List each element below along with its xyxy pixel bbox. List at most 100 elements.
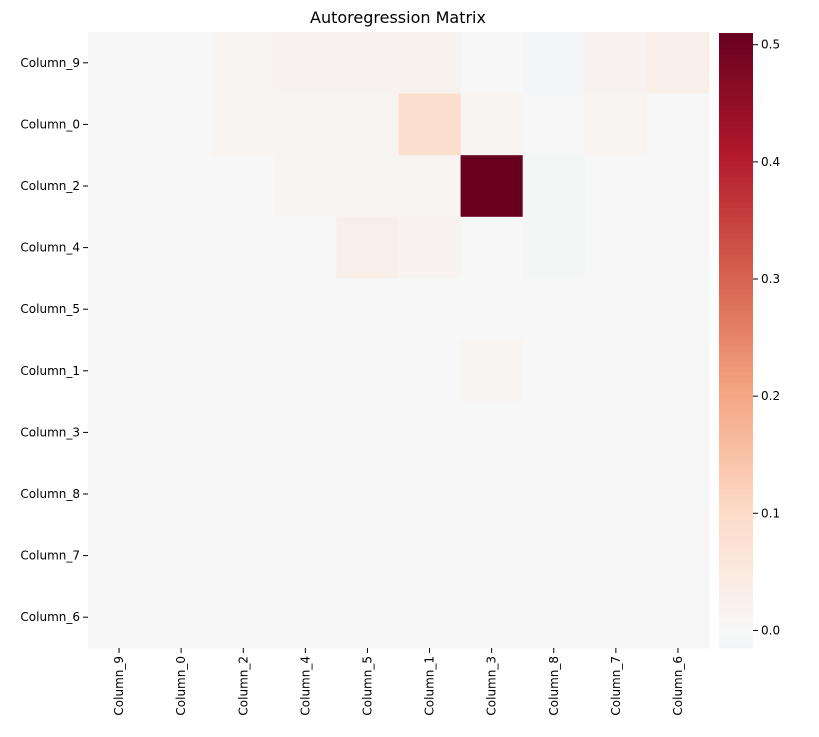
heatmap-cell [274, 586, 337, 649]
heatmap-cell [150, 32, 213, 95]
colorbar-segment [719, 94, 753, 101]
colorbar-segment [719, 99, 753, 106]
colorbar-segment [719, 191, 753, 198]
colorbar-segment [719, 355, 753, 362]
x-tick-label: Column_3 [485, 656, 499, 716]
colorbar-segment [719, 120, 753, 126]
heatmap-cell [274, 401, 337, 464]
colorbar-segment [719, 166, 753, 172]
heatmap-cell [522, 216, 586, 279]
colorbar-tick-label: 0.2 [761, 389, 780, 403]
heatmap-cell [212, 401, 275, 464]
heatmap-cell [336, 278, 400, 341]
colorbar-segment [719, 104, 753, 111]
heatmap-cell [522, 93, 586, 156]
colorbar-segment [719, 417, 753, 424]
heatmap-cell [150, 278, 213, 341]
heatmap-cell [398, 216, 462, 279]
heatmap-cell [88, 93, 151, 156]
colorbar-segment [719, 509, 753, 516]
heatmap-cell [150, 216, 213, 279]
colorbar-segment [719, 576, 753, 582]
colorbar-segment [719, 38, 753, 44]
heatmap-cell [274, 340, 337, 403]
colorbar-segment [719, 325, 753, 331]
heatmap-cell [212, 32, 275, 95]
heatmap-cell [522, 524, 586, 587]
heatmap-cell [522, 340, 586, 403]
colorbar-segment [719, 422, 753, 429]
colorbar-segment [719, 448, 753, 454]
heatmap-cell [522, 32, 586, 95]
colorbar-segment [719, 289, 753, 295]
colorbar-segment [719, 58, 753, 65]
colorbar-segment [719, 458, 753, 465]
heatmap-cell [460, 155, 524, 218]
heatmap-cell [398, 32, 462, 95]
colorbar-segment [719, 202, 753, 208]
heatmap-cell [646, 401, 710, 464]
colorbar-segment [719, 268, 753, 275]
heatmap-cell [150, 524, 213, 587]
colorbar-segment [719, 320, 753, 326]
heatmap-cell [584, 401, 648, 464]
colorbar-segment [719, 607, 753, 613]
heatmap-cell [646, 463, 710, 526]
colorbar-segment [719, 243, 753, 249]
colorbar-segment [719, 217, 753, 224]
colorbar-tick-label: 0.0 [761, 623, 780, 637]
heatmap-cell [398, 155, 462, 218]
colorbar-segment [719, 48, 753, 55]
heatmap-cell [336, 340, 400, 403]
colorbar-segment [719, 555, 753, 562]
heatmap-cell [150, 401, 213, 464]
heatmap-cell [584, 340, 648, 403]
heatmap-cell [646, 340, 710, 403]
colorbar-segment [719, 581, 753, 588]
colorbar-segment [719, 412, 753, 418]
heatmap-cell [336, 32, 400, 95]
colorbar-segment [719, 248, 753, 254]
colorbar-segment [719, 361, 753, 367]
colorbar-segment [719, 284, 753, 290]
colorbar-segment [719, 601, 753, 608]
heatmap-cell [88, 155, 151, 218]
colorbar-segment [719, 145, 753, 152]
heatmap-cell [212, 155, 275, 218]
colorbar-segment [719, 207, 753, 213]
heatmap-cell [398, 340, 462, 403]
colorbar-segment [719, 514, 753, 521]
colorbar-segment [719, 571, 753, 577]
colorbar-segment [719, 519, 753, 526]
heatmap-cell [274, 463, 337, 526]
y-tick-label: Column_1 [20, 364, 80, 378]
heatmap-cells [88, 32, 710, 649]
colorbar-segment [719, 33, 753, 39]
heatmap-cell [212, 524, 275, 587]
colorbar-segment [719, 238, 753, 244]
heatmap-cell [336, 93, 400, 156]
colorbar-segment [719, 115, 753, 121]
heatmap-cell [460, 32, 524, 95]
heatmap-cell [398, 278, 462, 341]
heatmap-cell [274, 93, 337, 156]
colorbar-segment [719, 504, 753, 511]
heatmap-cell [460, 586, 524, 649]
heatmap-cell [336, 586, 400, 649]
heatmap-cell [460, 216, 524, 279]
heatmap-cell [150, 340, 213, 403]
colorbar-segment [719, 314, 753, 321]
colorbar-segment [719, 227, 753, 234]
heatmap-cell [150, 93, 213, 156]
colorbar-segment [719, 499, 753, 506]
heatmap-cell [398, 401, 462, 464]
colorbar-segment [719, 617, 753, 623]
heatmap-cell [274, 32, 337, 95]
colorbar-segment [719, 622, 753, 629]
heatmap-cell [274, 155, 337, 218]
x-tick-label: Column_1 [423, 656, 437, 716]
colorbar-segment [719, 109, 753, 116]
heatmap-cell [522, 401, 586, 464]
colorbar-segment [719, 294, 753, 301]
